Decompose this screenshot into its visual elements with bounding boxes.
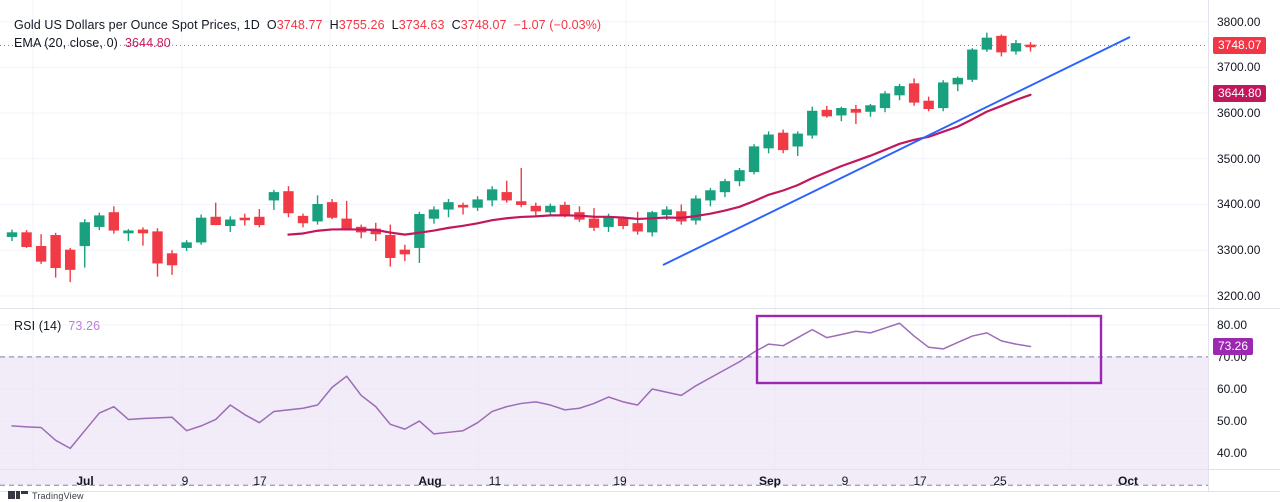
rsi-threshold-lines (0, 356, 1208, 486)
open-value: 3748.77 (276, 18, 323, 32)
low-value: 3734.63 (398, 18, 445, 32)
time-tick-aug: Aug (418, 474, 442, 488)
change-value: −1.07 (−0.03%) (513, 18, 602, 32)
price-tick-3500-00: 3500.00 (1217, 151, 1261, 166)
ema-value: 3644.80 (124, 36, 171, 50)
time-tick-oct: Oct (1117, 474, 1139, 488)
last-price-badge[interactable]: 3748.07 (1213, 37, 1267, 55)
time-tick-9: 9 (181, 474, 189, 488)
watermark-text: TradingView (32, 491, 84, 501)
close-label: C (451, 18, 461, 32)
rsi-tick-40-00: 40.00 (1217, 446, 1248, 461)
tradingview-watermark: TradingView (8, 490, 84, 501)
rsi-band (0, 356, 1208, 486)
ema-line (287, 93, 1032, 236)
time-tick-9: 9 (841, 474, 849, 488)
high-label: H (329, 18, 339, 32)
open-label: O (266, 18, 277, 32)
price-tick-3400-00: 3400.00 (1217, 197, 1261, 212)
price-tick-3700-00: 3700.00 (1217, 60, 1261, 75)
high-value: 3755.26 (338, 18, 385, 32)
rsi-tick-60-00: 60.00 (1217, 382, 1248, 396)
time-tick-11: 11 (488, 474, 502, 488)
tradingview-logo-icon (8, 491, 28, 499)
rsi-tick-50-00: 50.00 (1217, 414, 1248, 429)
ema-label[interactable]: EMA (20, close, 0) (14, 36, 118, 50)
rsi-highlight-box[interactable] (755, 314, 1103, 385)
price-tick-3200-00: 3200.00 (1217, 288, 1261, 303)
price-tick-3600-00: 3600.00 (1217, 106, 1261, 121)
low-label: L (391, 18, 399, 32)
rsi-value: 73.26 (68, 319, 101, 333)
candlestick-series[interactable] (6, 32, 1036, 283)
ema-legend[interactable]: EMA (20, close, 0) 3644.80 (14, 35, 171, 51)
symbol-legend[interactable]: Gold US Dollars per Ounce Spot Prices, 1… (14, 17, 601, 33)
time-tick-19: 19 (613, 474, 627, 488)
trendline[interactable] (662, 36, 1131, 266)
rsi-label[interactable]: RSI (14) (14, 319, 62, 333)
time-tick-17: 17 (913, 474, 927, 488)
rsi-tick-80-00: 80.00 (1217, 317, 1248, 332)
symbol-title[interactable]: Gold US Dollars per Ounce Spot Prices, 1… (14, 18, 260, 32)
rsi-line (11, 322, 1032, 450)
time-tick-sep: Sep (758, 474, 782, 488)
rsi-legend[interactable]: RSI (14) 73.26 (14, 318, 100, 334)
close-value: 3748.07 (460, 18, 507, 32)
time-tick-jul: Jul (76, 474, 94, 488)
time-scale[interactable]: Jul 9 17 Aug 11 19 Sep 9 17 25 Oct (0, 470, 1280, 492)
time-tick-25: 25 (993, 474, 1007, 488)
rsi-value-badge[interactable]: 73.26 (1213, 338, 1254, 356)
price-tick-3800-00: 3800.00 (1217, 14, 1261, 29)
price-tick-3300-00: 3300.00 (1217, 243, 1261, 258)
price-scale[interactable]: 3800.00 3700.00 3600.00 3500.00 3400.00 3300.… (1209, 0, 1280, 470)
ema-price-badge[interactable]: 3644.80 (1213, 84, 1267, 102)
time-tick-17: 17 (253, 474, 267, 488)
